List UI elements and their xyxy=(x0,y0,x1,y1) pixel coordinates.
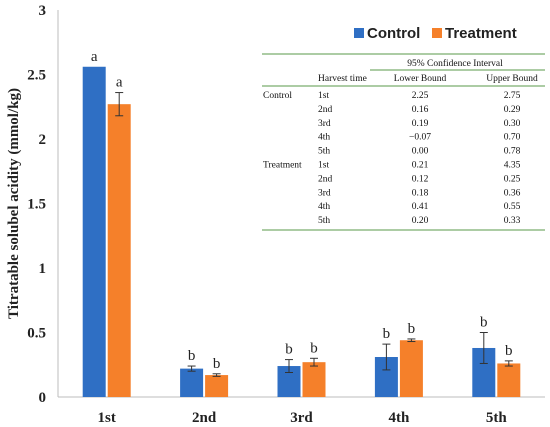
confidence-interval-table: 95% Confidence Interval Harvest time Lower… xyxy=(262,53,545,231)
significance-letter: b xyxy=(188,348,196,364)
table-cell-upper: 0.55 xyxy=(504,202,521,212)
significance-letter: a xyxy=(116,75,123,91)
legend-label-control: Control xyxy=(367,25,420,42)
significance-letter: b xyxy=(310,340,318,356)
table-cell-upper: 0.36 xyxy=(504,188,521,198)
table-group-label: Control xyxy=(263,91,292,101)
table-cell-harvest: 4th xyxy=(318,202,330,212)
table-cell-lower: 0.21 xyxy=(412,161,429,171)
table-cell-lower: 0.41 xyxy=(412,202,429,212)
table-cell-harvest: 5th xyxy=(318,216,330,226)
table-cell-harvest: 1st xyxy=(318,91,329,101)
table-cell-harvest: 3rd xyxy=(318,188,331,198)
x-tick-label: 4th xyxy=(388,410,409,426)
table-cell-harvest: 5th xyxy=(318,147,330,157)
bars: 1st a a 2nd b b 3rd b b 4th b b 5th b b xyxy=(82,49,521,426)
table-cell-upper: 4.35 xyxy=(504,161,521,171)
table-cell-upper: 2.75 xyxy=(504,91,521,101)
significance-letter: b xyxy=(480,315,488,331)
table-cell-lower: 0.18 xyxy=(412,188,429,198)
y-tick-label: 3 xyxy=(39,3,47,19)
table-group-label: Treatment xyxy=(263,161,302,171)
x-tick-label: 5th xyxy=(486,410,507,426)
table-cell-lower: 0.19 xyxy=(412,119,429,129)
table-cell-lower: 0.16 xyxy=(412,105,429,115)
bar-control xyxy=(472,347,496,397)
table-cell-harvest: 1st xyxy=(318,161,329,171)
table-cell-harvest: 2nd xyxy=(318,174,333,184)
y-tick-label: 1 xyxy=(39,261,47,277)
table-cell-harvest: 3rd xyxy=(318,119,331,129)
table-cell-upper: 0.33 xyxy=(504,216,521,226)
legend-label-treatment: Treatment xyxy=(445,25,517,42)
significance-letter: a xyxy=(91,49,98,65)
bar-control xyxy=(82,66,106,397)
y-axis-label: Titratable solubel acidity (mmol/kg) xyxy=(6,88,22,319)
table-cell-harvest: 4th xyxy=(318,133,330,143)
legend-swatch-treatment xyxy=(432,28,442,38)
bar-treatment xyxy=(497,363,521,397)
table-cell-lower: 0.12 xyxy=(412,174,429,184)
table-cell-harvest: 2nd xyxy=(318,105,333,115)
table-cell-lower: 0.20 xyxy=(412,216,429,226)
legend: Control Treatment xyxy=(354,25,517,42)
significance-letter: b xyxy=(408,321,416,337)
bar-control xyxy=(180,368,204,397)
legend-swatch-control xyxy=(354,28,364,38)
bar-treatment xyxy=(302,362,326,397)
bar-control xyxy=(277,366,301,397)
table-cell-upper: 0.78 xyxy=(504,147,521,157)
significance-letter: b xyxy=(213,356,221,372)
bar-treatment xyxy=(205,375,229,397)
x-tick-label: 1st xyxy=(98,410,116,426)
y-tick-label: 1.5 xyxy=(27,197,46,213)
bar-treatment xyxy=(399,340,423,397)
significance-letter: b xyxy=(383,326,391,342)
table-cell-upper: 0.25 xyxy=(504,174,521,184)
table-header: Upper Bound xyxy=(486,74,538,84)
table-cell-lower: 0.00 xyxy=(412,147,429,157)
table-header: Harvest time xyxy=(318,74,367,84)
y-tick-label: 0 xyxy=(39,390,47,406)
table-cell-upper: 0.70 xyxy=(504,133,521,143)
x-tick-label: 2nd xyxy=(192,410,217,426)
significance-letter: b xyxy=(505,343,513,359)
table-header: Lower Bound xyxy=(394,74,447,84)
table-cell-lower: −0.07 xyxy=(409,133,431,143)
table-cell-upper: 0.29 xyxy=(504,105,521,115)
table-title: 95% Confidence Interval xyxy=(407,58,503,69)
bar-treatment xyxy=(107,104,131,398)
significance-letter: b xyxy=(285,342,293,358)
axes: 0 0.5 1 1.5 2 2.5 3 Titratable solubel acidity … xyxy=(6,3,545,406)
table-cell-upper: 0.30 xyxy=(504,119,521,129)
y-tick-label: 2 xyxy=(39,132,47,148)
x-tick-label: 3rd xyxy=(290,410,313,426)
bar-control xyxy=(374,357,398,397)
y-tick-label: 0.5 xyxy=(27,326,46,342)
table-cell-lower: 2.25 xyxy=(412,91,429,101)
y-tick-label: 2.5 xyxy=(27,68,46,84)
